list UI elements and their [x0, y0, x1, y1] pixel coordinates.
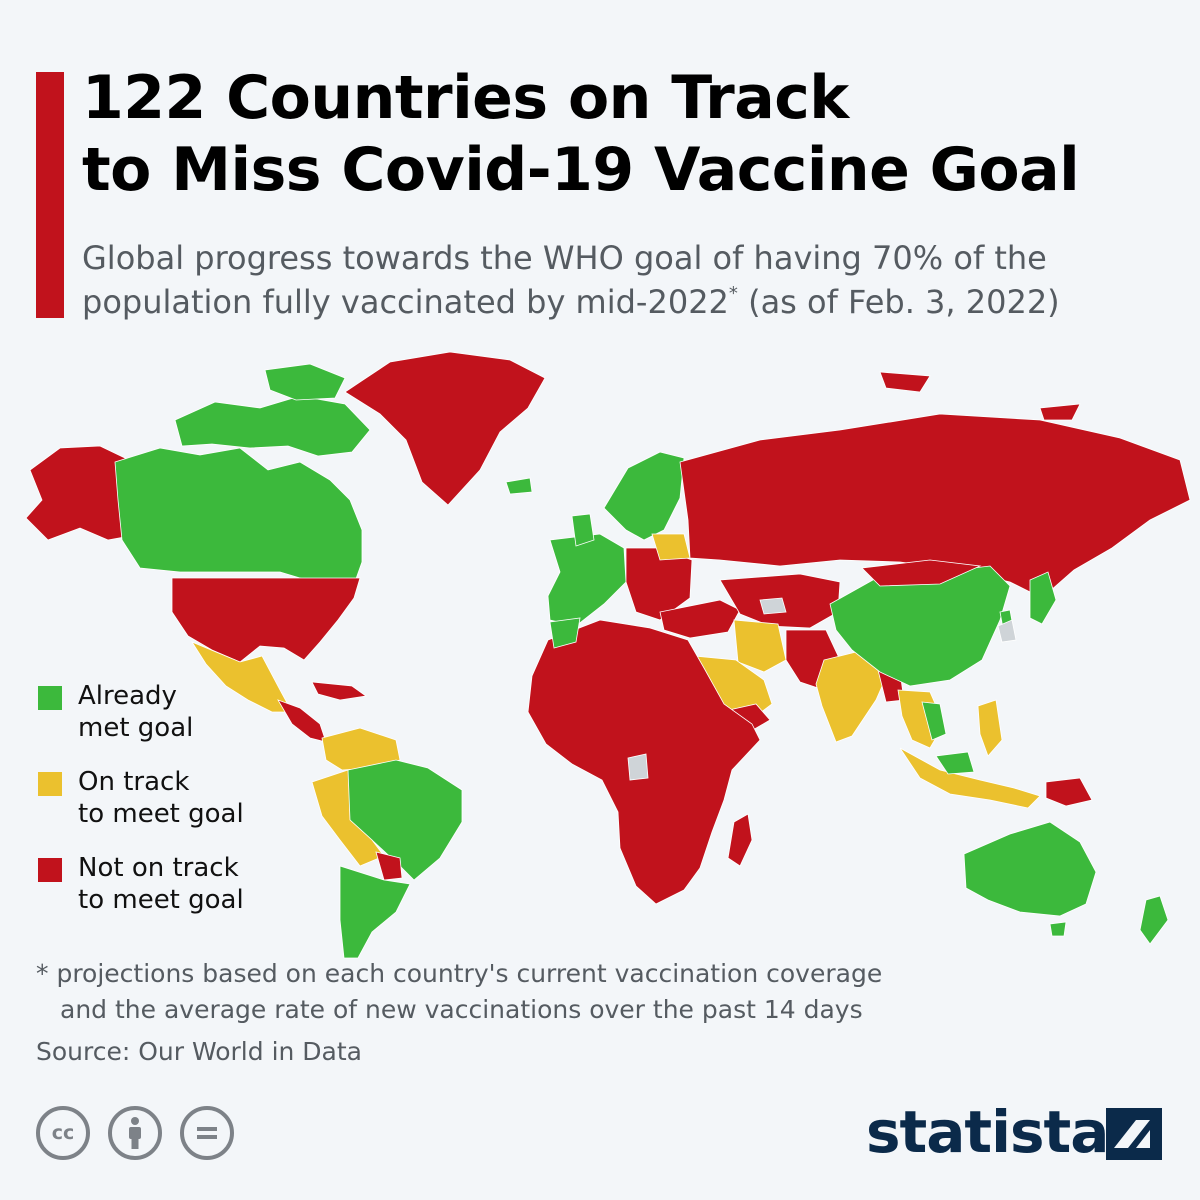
subtitle-line-1: Global progress towards the WHO goal of …: [82, 239, 1047, 277]
no-derivatives-icon[interactable]: [180, 1106, 234, 1160]
region-iceland-uk: [505, 477, 595, 547]
region-new-zealand: [1139, 895, 1169, 945]
region-turkey-caucasus: [659, 599, 741, 639]
footnote-line-2: and the average rate of new vaccinations…: [60, 995, 863, 1024]
region-southern-cone: [339, 865, 411, 959]
subtitle: Global progress towards the WHO goal of …: [82, 236, 1182, 324]
region-iran: [733, 619, 787, 673]
region-russia-islands: [879, 371, 1081, 421]
region-mexico: [190, 641, 293, 713]
legend-item-on-track: On track to meet goal: [38, 766, 298, 852]
region-australia: [963, 821, 1097, 917]
region-philippines: [977, 699, 1003, 757]
accent-bar: [36, 72, 64, 318]
subtitle-asterisk: *: [728, 283, 738, 304]
title-line-2: to Miss Covid-19 Vaccine Goal: [82, 135, 1080, 205]
source-text: Source: Our World in Data: [36, 1037, 363, 1066]
subtitle-line-2: population fully vaccinated by mid-2022: [82, 283, 729, 321]
region-paraguay: [375, 851, 403, 881]
footnote: * projections based on each country's cu…: [36, 956, 1036, 1028]
region-morocco: [549, 617, 581, 649]
legend-label-on-track: On track to meet goal: [78, 767, 244, 829]
region-mongolia: [861, 559, 982, 587]
region-west-europe: [547, 533, 627, 627]
region-png: [1045, 777, 1093, 807]
legend-label-not-on-track: Not on track to meet goal: [78, 853, 244, 915]
legend: Already met goal On track to meet goal Not…: [38, 680, 298, 938]
region-greenland: [344, 351, 546, 506]
region-vietnam-cambodia: [921, 701, 947, 741]
legend-label-met: Already met goal: [78, 681, 194, 743]
subtitle-date: (as of Feb. 3, 2022): [737, 283, 1060, 321]
page-title: 122 Countries on Track to Miss Covid-19 …: [82, 62, 1172, 206]
region-madagascar: [727, 813, 753, 867]
region-usa: [171, 577, 361, 663]
region-alaska: [25, 445, 131, 541]
legend-swatch-met: [38, 686, 62, 710]
region-tasmania: [1049, 921, 1067, 937]
legend-swatch-on-track: [38, 772, 62, 796]
footnote-line-1: * projections based on each country's cu…: [36, 959, 883, 988]
region-scandinavia: [603, 451, 685, 541]
legend-item-met: Already met goal: [38, 680, 298, 766]
cc-icon-label: cc: [51, 1122, 75, 1144]
license-icons: cc: [36, 1106, 252, 1164]
brand-name: statista: [866, 1098, 1109, 1166]
world-map: [25, 351, 1191, 959]
region-malaysia: [935, 751, 975, 775]
title-line-1: 122 Countries on Track: [82, 63, 849, 133]
region-indonesia: [899, 747, 1041, 809]
region-canada: [114, 447, 363, 591]
statista-logo[interactable]: statista: [866, 1096, 1166, 1168]
region-no-data: [627, 597, 1017, 781]
cc-icon[interactable]: cc: [36, 1106, 90, 1160]
statista-mark-icon: [1106, 1108, 1162, 1160]
region-baffin: [264, 363, 346, 401]
legend-swatch-not-on-track: [38, 858, 62, 882]
region-canada-arctic: [174, 395, 371, 457]
region-caribbean: [311, 681, 368, 701]
region-russia: [679, 413, 1191, 599]
legend-item-not-on-track: Not on track to meet goal: [38, 852, 298, 938]
attribution-icon[interactable]: [108, 1106, 162, 1160]
